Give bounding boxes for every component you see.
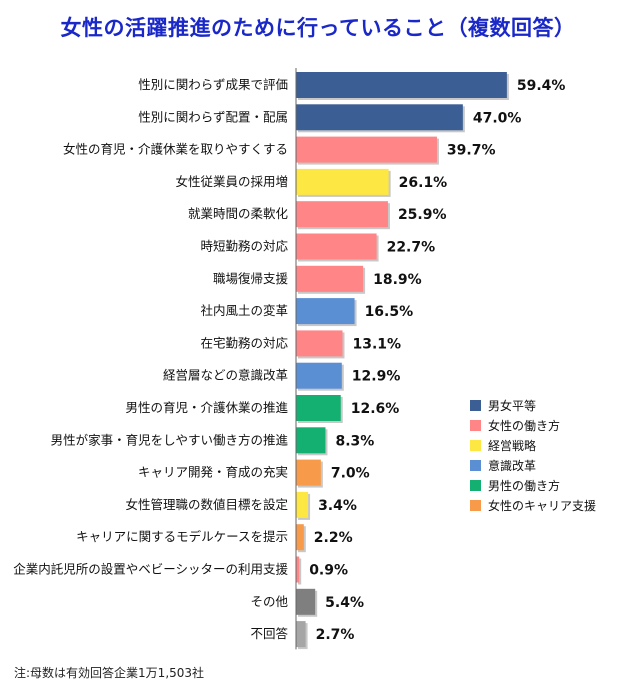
category-label: 時短勤務の対応 [200, 239, 288, 254]
bar-row: 就業時間の柔軟化 25.9% [188, 201, 447, 230]
bar [296, 168, 389, 195]
category-label: 女性従業員の採用増 [175, 174, 288, 189]
legend-swatch [470, 400, 481, 411]
legend-swatch [470, 420, 481, 431]
category-label: 経営層などの意識改革 [163, 368, 288, 383]
value-label: 2.2% [314, 530, 353, 546]
bar-row: 男性の育児・介護休業の推進 12.6% [125, 395, 399, 423]
bar [296, 104, 463, 131]
value-label: 13.1% [353, 336, 402, 352]
chart-title: 女性の活躍推進のために行っていること（複数回答） [60, 16, 576, 40]
value-label: 47.0% [473, 110, 522, 126]
bar [296, 298, 355, 325]
value-label: 22.7% [387, 240, 436, 256]
category-label: キャリア開発・育成の充実 [138, 465, 288, 480]
bar [296, 136, 437, 163]
bar-row: 企業内託児所の設置やベビーシッターの利用支援 0.9% [13, 556, 348, 585]
bar [296, 233, 377, 260]
bar [296, 588, 316, 615]
bar [296, 556, 300, 583]
bar-row: その他 5.4% [250, 588, 364, 617]
value-label: 8.3% [335, 433, 374, 449]
legend-entry: 女性の働き方 [470, 418, 560, 433]
bar [296, 330, 343, 357]
bar [296, 459, 321, 486]
bar-shadow [298, 558, 302, 585]
bar-row: 社内風土の変革 16.5% [200, 298, 414, 327]
bar-row: 女性管理職の数値目標を設定 3.4% [125, 491, 357, 520]
category-label: 女性の育児・介護休業を取りやすくする [63, 142, 288, 157]
bar [296, 491, 309, 518]
value-label: 18.9% [373, 272, 422, 288]
bar-row: 在宅勤務の対応 13.1% [200, 330, 402, 359]
category-label: 在宅勤務の対応 [200, 335, 288, 350]
bar [296, 72, 507, 98]
legend-label: 女性のキャリア支援 [488, 498, 596, 513]
value-label: 12.9% [352, 369, 401, 385]
value-label: 39.7% [447, 143, 496, 159]
legend-entry: 女性のキャリア支援 [470, 498, 596, 513]
bar [296, 201, 388, 228]
value-label: 26.1% [399, 175, 448, 191]
bar [296, 427, 326, 454]
legend-swatch [470, 460, 481, 471]
bar-row: 女性の育児・介護休業を取りやすくする 39.7% [63, 136, 496, 165]
category-label: その他 [250, 594, 288, 609]
legend-label: 女性の働き方 [488, 418, 560, 433]
value-label: 0.9% [309, 563, 348, 579]
legend-entry: 意識改革 [470, 458, 536, 473]
bar [296, 395, 341, 421]
bar-row: キャリア開発・育成の充実 7.0% [138, 459, 370, 488]
bar-row: 時短勤務の対応 22.7% [200, 233, 436, 262]
legend-swatch [470, 500, 481, 511]
legend-entry: 男女平等 [470, 398, 536, 413]
value-label: 2.7% [316, 627, 355, 643]
legend-label: 男女平等 [488, 398, 536, 413]
legend-swatch [470, 440, 481, 451]
category-label: 社内風土の変革 [200, 303, 288, 318]
bar-row: 職場復帰支援 18.9% [213, 265, 422, 294]
value-label: 12.6% [351, 401, 400, 417]
value-label: 3.4% [318, 498, 357, 514]
bar [296, 524, 304, 551]
bar [296, 621, 306, 648]
legend-entry: 男性の働き方 [470, 478, 560, 493]
value-label: 25.9% [398, 207, 447, 223]
footnote: 注:母数は有効回答企業1万1,503社 [14, 666, 205, 680]
bar-row: 男性が家事・育児をしやすい働き方の推進 8.3% [51, 427, 374, 456]
category-label: 職場復帰支援 [213, 271, 289, 286]
category-label: 男性の育児・介護休業の推進 [125, 400, 288, 415]
bar-row: 性別に関わらず成果で評価 59.4% [138, 72, 565, 100]
legend-entry: 経営戦略 [470, 438, 536, 453]
category-label: 性別に関わらず成果で評価 [138, 77, 288, 92]
legend-label: 意識改革 [488, 458, 536, 473]
category-label: 女性管理職の数値目標を設定 [125, 497, 288, 512]
category-label: キャリアに関するモデルケースを提示 [76, 529, 288, 544]
category-label: 性別に関わらず配置・配属 [138, 109, 288, 124]
value-label: 59.4% [517, 78, 566, 94]
legend-label: 経営戦略 [488, 438, 536, 453]
bar-row: 経営層などの意識改革 12.9% [163, 362, 401, 391]
category-label: 企業内託児所の設置やベビーシッターの利用支援 [13, 562, 288, 577]
category-label: 就業時間の柔軟化 [188, 206, 289, 221]
bar [296, 265, 364, 292]
category-label: 男性が家事・育児をしやすい働き方の推進 [51, 432, 289, 447]
bar-row: キャリアに関するモデルケースを提示 2.2% [76, 524, 353, 553]
bar [296, 362, 342, 389]
legend-swatch [470, 480, 481, 491]
category-label: 不回答 [250, 626, 288, 641]
value-label: 5.4% [325, 595, 364, 611]
bar-row: 性別に関わらず配置・配属 47.0% [138, 104, 522, 133]
bar-row: 女性従業員の採用増 26.1% [175, 168, 448, 197]
legend-label: 男性の働き方 [488, 478, 560, 493]
value-label: 7.0% [331, 466, 370, 482]
value-label: 16.5% [365, 304, 414, 320]
bar-row: 不回答 2.7% [250, 621, 355, 650]
